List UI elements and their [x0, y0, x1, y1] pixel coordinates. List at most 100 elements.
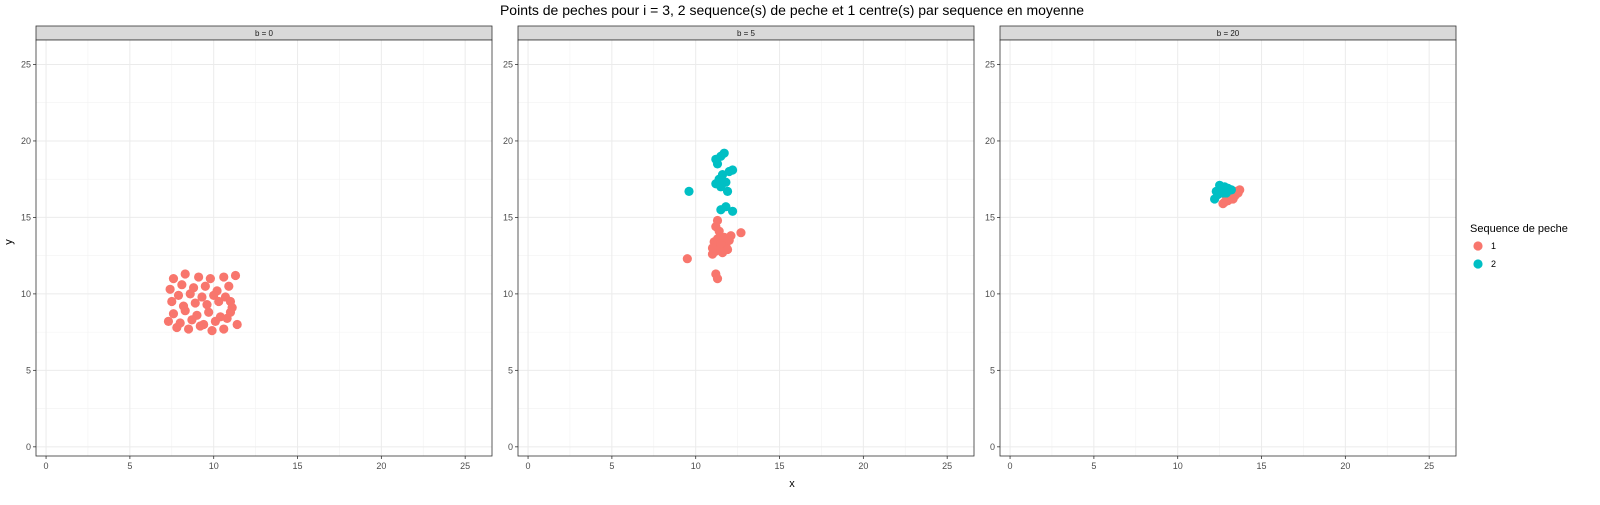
y-tick-label: 25	[21, 59, 31, 69]
data-point-series-1	[214, 296, 224, 307]
data-point-series-1	[714, 226, 724, 236]
panel-background	[518, 40, 974, 456]
x-tick-label: 20	[376, 461, 386, 471]
y-tick-label: 20	[985, 136, 995, 146]
data-point-series-1	[163, 316, 174, 327]
data-point-series-1	[224, 281, 234, 291]
data-point-series-1	[682, 254, 692, 264]
y-tick-label: 5	[508, 365, 513, 375]
x-tick-label: 15	[1257, 461, 1267, 471]
data-point-series-1	[207, 325, 217, 336]
data-point-series-2	[727, 165, 738, 175]
y-tick-label: 15	[503, 212, 513, 222]
data-point-series-1	[210, 316, 220, 327]
data-point-series-2	[721, 202, 731, 212]
y-tick-label: 0	[508, 442, 513, 452]
data-point-series-1	[165, 284, 175, 294]
data-point-series-1	[707, 243, 718, 253]
y-tick-label: 0	[990, 442, 995, 452]
y-tick-label: 20	[503, 136, 513, 146]
data-point-series-2	[727, 206, 738, 216]
x-tick-label: 15	[293, 461, 303, 471]
data-point-series-1	[168, 309, 179, 319]
data-point-series-1	[230, 270, 241, 281]
x-tick-label: 5	[127, 461, 132, 471]
legend-label-2: 2	[1491, 259, 1496, 269]
panel-border	[999, 39, 1457, 457]
data-point-series-2	[1211, 186, 1221, 197]
data-point-series-1	[726, 231, 736, 241]
data-point-series-1	[232, 319, 242, 330]
data-point-series-2	[716, 182, 726, 192]
x-tick-label: 10	[1173, 461, 1183, 471]
x-tick-label: 20	[858, 461, 868, 471]
data-point-series-1	[168, 273, 179, 284]
data-point-series-2	[684, 186, 694, 197]
data-point-series-1	[1218, 199, 1228, 209]
data-point-series-2	[719, 148, 729, 158]
legend: Sequence de peche 1 2	[1470, 223, 1568, 269]
facet-panel-0: b = 0 0 5 10 15 20 25 0 5 10 15 20 25	[21, 25, 493, 471]
data-point-series-1	[222, 313, 232, 323]
y-tick-label: 15	[21, 212, 31, 222]
data-point-series-1	[190, 298, 200, 308]
y-tick-label: 5	[990, 365, 995, 375]
panel-background	[1000, 40, 1456, 456]
data-point-series-2	[722, 186, 733, 197]
x-tick-label: 0	[1008, 461, 1013, 471]
x-tick-label: 25	[942, 461, 952, 471]
chart-title: Points de peches pour i = 3, 2 sequence(…	[500, 2, 1084, 18]
x-tick-label: 10	[209, 461, 219, 471]
data-point-series-1	[173, 290, 184, 301]
x-tick-label: 25	[1424, 461, 1434, 471]
data-point-series-1	[187, 315, 197, 325]
data-point-series-1	[177, 280, 187, 290]
facet-strip-label: b = 5	[737, 29, 756, 38]
legend-label-1: 1	[1491, 241, 1496, 251]
data-point-series-1	[202, 299, 212, 310]
x-axis-title: x	[789, 478, 795, 490]
facet-panel-1: b = 5 0 5 10 15 20 25 0 5 10 15 20 25	[503, 25, 975, 471]
y-tick-label: 20	[21, 136, 31, 146]
y-tick-label: 10	[503, 289, 513, 299]
y-tick-label: 0	[26, 442, 31, 452]
data-point-series-1	[219, 324, 229, 334]
x-tick-label: 5	[609, 461, 614, 471]
data-point-series-1	[722, 244, 733, 255]
data-point-series-1	[172, 322, 182, 333]
panel-border	[35, 39, 493, 457]
x-tick-label: 0	[44, 461, 49, 471]
legend-title: Sequence de peche	[1470, 223, 1568, 235]
x-tick-label: 25	[460, 461, 470, 471]
facet-strip-label: b = 20	[1217, 29, 1240, 38]
facet-strip-label: b = 0	[255, 29, 274, 38]
x-tick-label: 10	[691, 461, 701, 471]
panel-background	[36, 40, 492, 456]
data-point-series-1	[204, 307, 214, 317]
legend-key-1	[1473, 241, 1483, 251]
legend-key-2	[1473, 259, 1483, 269]
data-point-series-1	[200, 281, 210, 291]
y-tick-label: 15	[985, 212, 995, 222]
data-point-series-1	[197, 292, 207, 302]
x-tick-label: 0	[526, 461, 531, 471]
y-tick-label: 5	[26, 365, 31, 375]
data-point-series-1	[209, 290, 219, 301]
data-point-series-1	[712, 273, 723, 284]
y-axis-title: y	[3, 239, 15, 245]
data-point-series-1	[180, 306, 190, 316]
x-tick-label: 20	[1340, 461, 1350, 471]
y-tick-label: 25	[503, 59, 513, 69]
data-point-series-1	[736, 228, 746, 238]
panel-border	[517, 39, 975, 457]
y-tick-label: 10	[985, 289, 995, 299]
data-point-series-1	[219, 272, 229, 282]
y-tick-label: 25	[985, 59, 995, 69]
data-point-series-1	[205, 273, 215, 284]
facet-panel-2: b = 20 0 5 10 15 20 25 0 5 10 15 20 25	[985, 25, 1457, 471]
data-point-series-1	[183, 324, 194, 334]
data-point-series-1	[194, 272, 204, 282]
data-point-series-1	[185, 289, 195, 299]
